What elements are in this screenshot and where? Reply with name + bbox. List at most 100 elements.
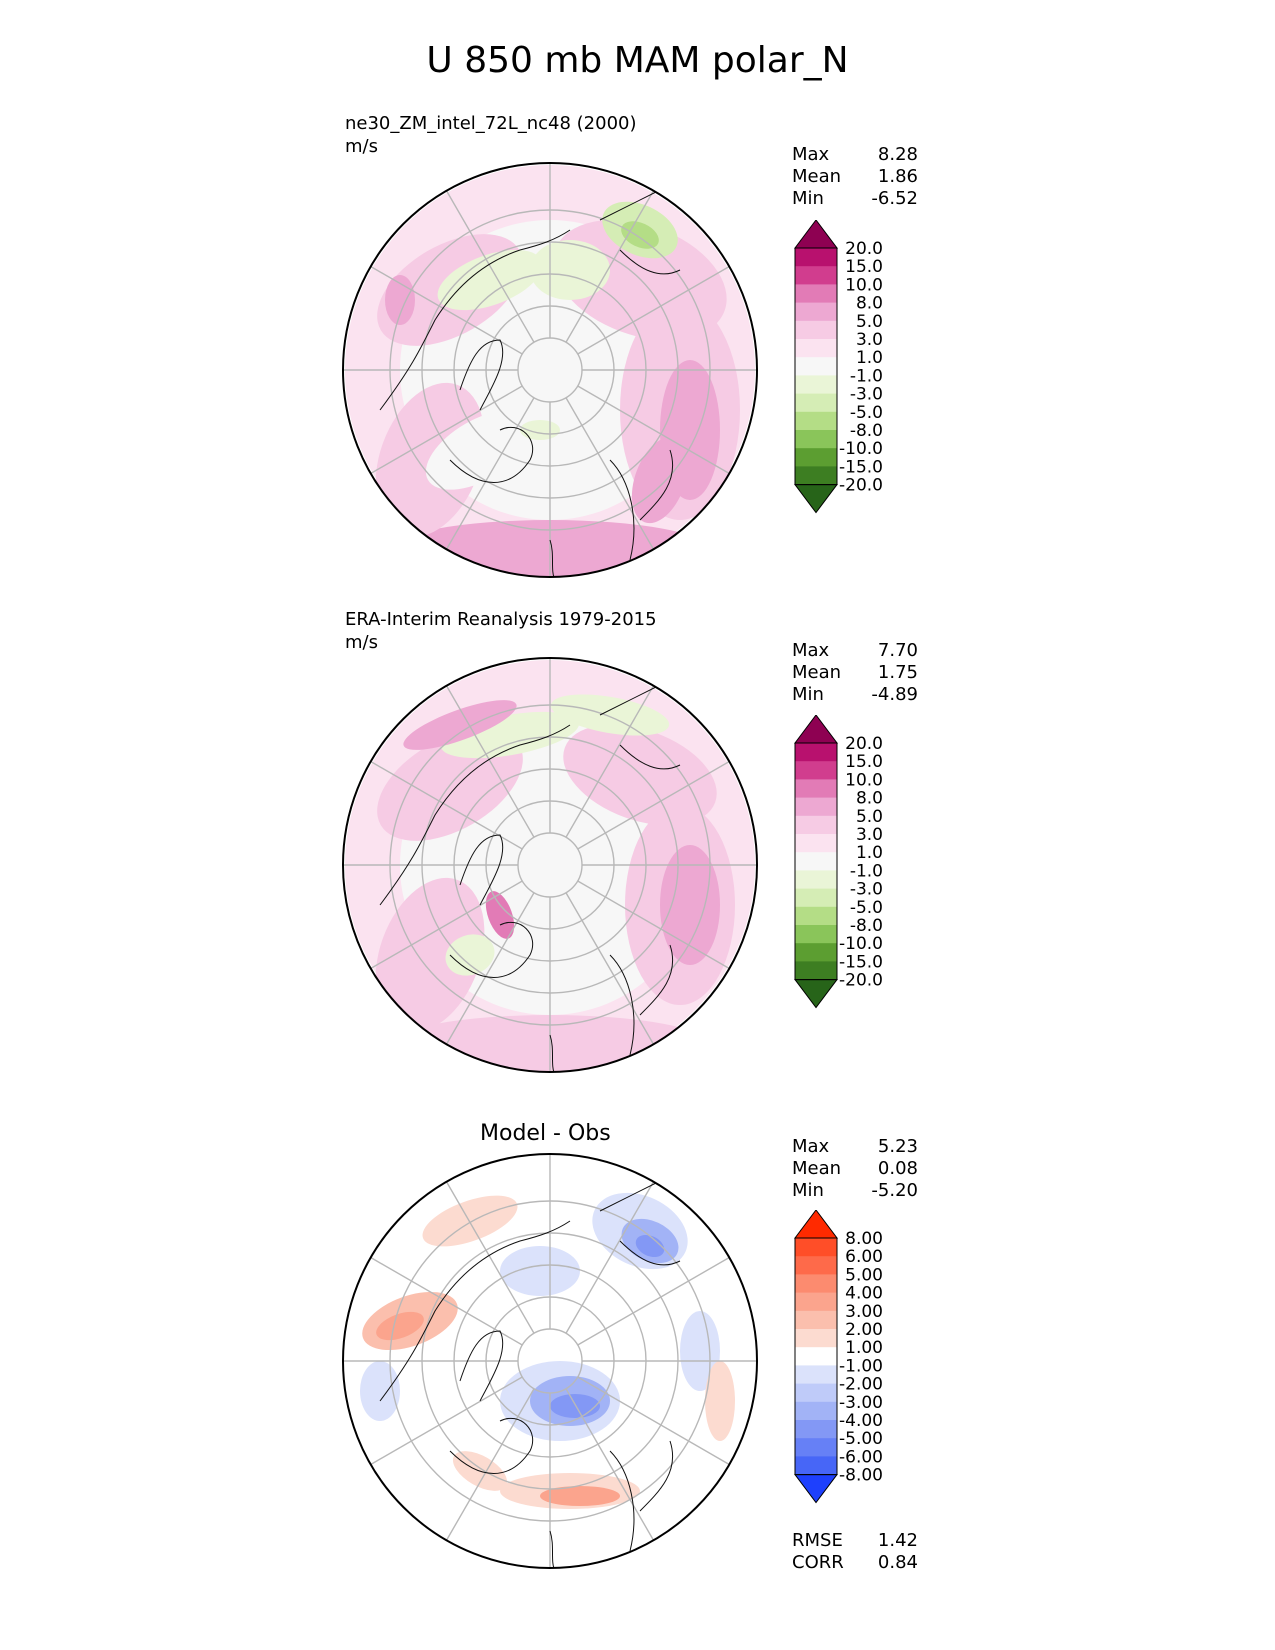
meridian-line <box>444 1388 535 1544</box>
panel3-stat-label: Mean <box>792 1158 842 1179</box>
colorbar-tick-label: 6.00 <box>845 1247 883 1267</box>
field-contour <box>660 845 720 965</box>
panel3-stats: Max 5.23 Mean 0.08 Min -5.20 <box>792 1136 918 1202</box>
coastline <box>599 684 681 770</box>
coastline <box>549 1034 556 1072</box>
panel2-stats: Max 7.70 Mean 1.75 Min -4.89 <box>792 640 918 706</box>
colorbar-tick-label: -5.00 <box>839 1429 883 1449</box>
panel3-extra-stats: RMSE 1.42 CORR 0.84 <box>792 1530 918 1574</box>
colorbar-band <box>795 1456 837 1476</box>
meridian-line <box>565 1178 656 1334</box>
panel1-stat-value: 8.28 <box>877 144 918 165</box>
colorbar-frame <box>794 1237 838 1476</box>
colorbar-tick-label: 10.0 <box>845 770 883 790</box>
colorbar-tick-label: -20.0 <box>839 971 883 991</box>
meridian-line <box>444 892 535 1048</box>
meridian-line <box>577 264 733 355</box>
field-contour <box>631 436 689 524</box>
coastline <box>549 539 556 577</box>
colorbar-band <box>795 393 837 413</box>
meridian-line <box>565 892 656 1048</box>
colorbar-tick-label: -6.00 <box>839 1447 883 1467</box>
meridian-line <box>367 385 523 476</box>
colorbar-band <box>795 339 837 358</box>
coastline <box>459 834 504 906</box>
panel1-colorbar: 20.015.010.08.05.03.01.0-1.0-3.0-5.0-8.0… <box>794 220 883 514</box>
corr-label: CORR <box>792 1552 844 1573</box>
coastline <box>599 1180 681 1266</box>
colorbar-band <box>795 1310 837 1330</box>
map-boundary <box>342 657 758 1073</box>
meridian-line <box>444 1178 535 1334</box>
map-boundary <box>342 1153 758 1569</box>
colorbar-tick-label: 3.0 <box>856 825 883 845</box>
panel1-stat-label: Mean <box>792 166 842 187</box>
colorbar-band <box>795 779 837 799</box>
colorbar-tick-label: 5.0 <box>856 807 883 827</box>
panel2-polar-map <box>342 657 758 1073</box>
field-contour <box>550 1394 600 1418</box>
colorbar-tick-label: -10.0 <box>839 439 883 459</box>
colorbar-tick-label: 5.00 <box>845 1265 883 1285</box>
colorbar-extension-bottom <box>794 1474 838 1504</box>
field-contour <box>375 877 485 1033</box>
colorbar-tick-label: 10.0 <box>845 275 883 295</box>
colorbar-band <box>795 357 837 376</box>
colorbar-band <box>795 375 837 395</box>
field-contour <box>425 410 535 490</box>
colorbar-band <box>795 961 837 981</box>
colorbar-band <box>795 743 837 762</box>
coastline <box>379 1220 571 1402</box>
coastline <box>599 189 681 275</box>
colorbar-band <box>795 1420 837 1439</box>
colorbar-tick-label: -15.0 <box>839 952 883 972</box>
colorbar-band <box>795 1401 837 1421</box>
panel2-stat-value: -4.89 <box>871 684 918 705</box>
field-contour <box>403 700 517 750</box>
field-contour <box>705 1361 735 1441</box>
panel1-stat-label: Max <box>792 144 830 165</box>
panel3-title: Model - Obs <box>480 1121 611 1146</box>
colorbar-frame <box>794 247 838 486</box>
colorbar-band <box>795 1347 837 1366</box>
meridian-line <box>577 385 733 476</box>
colorbar-extension-bottom <box>794 484 838 514</box>
colorbar-band <box>795 1329 837 1348</box>
rmse-label: RMSE <box>792 1530 843 1551</box>
colorbar-band <box>795 1383 837 1403</box>
colorbar-band <box>795 448 837 467</box>
panel1-units: m/s <box>345 136 378 157</box>
colorbar-tick-label: -5.0 <box>850 898 883 918</box>
coastline <box>449 921 534 978</box>
field-contour <box>635 1234 665 1258</box>
panel1-stat-label: Min <box>792 188 824 209</box>
colorbar-tick-label: 8.0 <box>856 789 883 809</box>
panel3-colorbar: 8.006.005.004.003.002.001.00-1.00-2.00-3… <box>794 1210 883 1504</box>
field-contour <box>376 1311 424 1341</box>
colorbar-band <box>795 430 837 449</box>
colorbar-band <box>795 815 837 835</box>
meridian-line <box>565 1388 656 1544</box>
coastline <box>549 1530 556 1568</box>
panel2-stat-value: 1.75 <box>877 662 918 683</box>
meridian-line <box>367 1376 523 1467</box>
colorbar-tick-label: 8.00 <box>845 1229 883 1249</box>
colorbar-tick-label: 1.0 <box>856 348 883 368</box>
colorbar-band <box>795 248 837 267</box>
colorbar-band <box>795 870 837 890</box>
colorbar-band <box>795 302 837 322</box>
coastline <box>609 449 674 561</box>
panel3-stat-label: Max <box>792 1136 830 1157</box>
coastline <box>379 229 571 411</box>
panel1-stats: Max 8.28 Mean 1.86 Min -6.52 <box>792 144 918 210</box>
meridian-line <box>367 1255 523 1346</box>
colorbar-tick-label: -8.0 <box>850 916 883 936</box>
panel3-polar-map <box>342 1153 758 1569</box>
field-layer <box>343 1154 757 1568</box>
field-contour <box>500 1246 580 1296</box>
map-boundary <box>342 162 758 578</box>
colorbar-band <box>795 466 837 486</box>
colorbar-tick-label: -5.0 <box>850 403 883 423</box>
meridian-line <box>577 1376 733 1467</box>
panel1-stat-value: -6.52 <box>871 188 918 209</box>
